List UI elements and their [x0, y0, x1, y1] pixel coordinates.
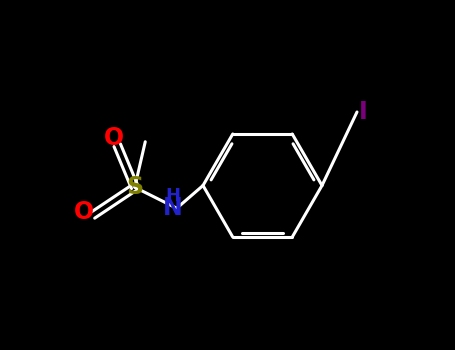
- Text: I: I: [359, 100, 368, 124]
- Text: H: H: [165, 187, 180, 205]
- Text: S: S: [126, 175, 143, 199]
- Text: O: O: [74, 201, 94, 224]
- Text: N: N: [163, 196, 182, 220]
- Text: O: O: [104, 126, 124, 150]
